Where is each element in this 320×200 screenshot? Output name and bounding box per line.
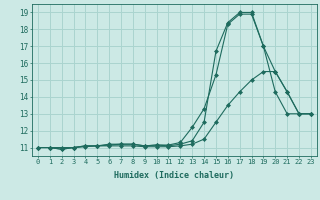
X-axis label: Humidex (Indice chaleur): Humidex (Indice chaleur) [115, 171, 234, 180]
